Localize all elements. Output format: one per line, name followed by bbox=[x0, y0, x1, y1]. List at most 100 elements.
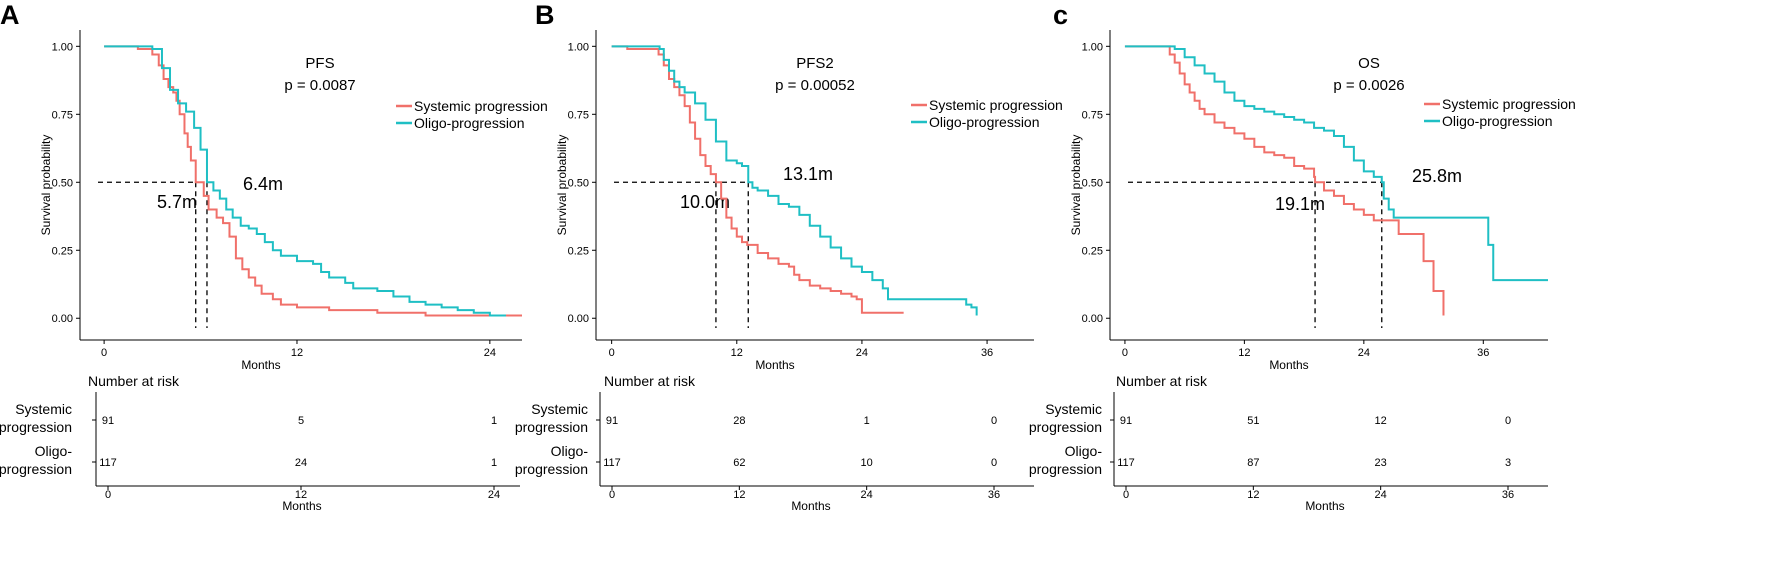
risk-count: 117 bbox=[99, 457, 117, 469]
legend-label-systemic: Systemic progression bbox=[929, 97, 1063, 113]
panel-c: c 0.00 0.25 0.50 0.75 1.00 0 12 24 36 Months Surviv… bbox=[1029, 0, 1576, 513]
risk-x-tick-label: 0 bbox=[105, 489, 111, 501]
risk-x-tick-label: 24 bbox=[861, 489, 873, 501]
risk-count: 12 bbox=[1375, 415, 1387, 427]
y-tick-label: 0.00 bbox=[1082, 313, 1103, 325]
x-tick-label: 24 bbox=[1358, 347, 1370, 359]
risk-count: 1 bbox=[491, 457, 497, 469]
legend-label-oligo: Oligo-progression bbox=[414, 115, 525, 131]
risk-row-label: Oligo- bbox=[551, 443, 589, 459]
y-axis-label: Survival probability bbox=[39, 135, 53, 236]
risk-count: 24 bbox=[295, 457, 307, 469]
risk-row-label: progression bbox=[1029, 419, 1102, 435]
y-tick-label: 1.00 bbox=[568, 41, 589, 53]
y-tick-label: 0.75 bbox=[568, 109, 589, 121]
survival-curve-systemic bbox=[1124, 45, 1445, 316]
risk-count: 117 bbox=[603, 457, 621, 469]
risk-row-label: progression bbox=[0, 461, 72, 477]
risk-count: 10 bbox=[861, 457, 873, 469]
risk-x-tick-label: 24 bbox=[488, 489, 500, 501]
y-tick-label: 0.75 bbox=[52, 109, 73, 121]
risk-count: 3 bbox=[1505, 457, 1511, 469]
y-tick-label: 0.75 bbox=[1082, 109, 1103, 121]
y-tick-label: 0.50 bbox=[1082, 177, 1103, 189]
risk-x-tick-label: 12 bbox=[733, 489, 745, 501]
risk-count: 91 bbox=[1120, 415, 1132, 427]
x-tick-label: 0 bbox=[609, 347, 615, 359]
plot-title: PFS2 bbox=[796, 55, 834, 72]
x-tick-label: 12 bbox=[731, 347, 743, 359]
y-axis-label: Survival probability bbox=[555, 135, 569, 236]
median-label-oligo: 25.8m bbox=[1412, 166, 1462, 186]
x-tick-label: 12 bbox=[1238, 347, 1250, 359]
risk-x-axis-label: Months bbox=[791, 499, 830, 513]
risk-x-tick-label: 0 bbox=[609, 489, 615, 501]
risk-count: 117 bbox=[1117, 457, 1135, 469]
risk-row-label: Systemic bbox=[531, 401, 588, 417]
x-axis-label: Months bbox=[755, 358, 794, 372]
survival-curve-oligo bbox=[104, 45, 506, 317]
risk-count: 0 bbox=[991, 415, 997, 427]
risk-count: 1 bbox=[491, 415, 497, 427]
survival-curve-oligo bbox=[1124, 45, 1548, 282]
risk-row-label: progression bbox=[515, 419, 588, 435]
risk-row-label: Systemic bbox=[15, 401, 72, 417]
y-tick-label: 0.25 bbox=[1082, 245, 1103, 257]
risk-row-label: Oligo- bbox=[35, 443, 73, 459]
legend-label-systemic: Systemic progression bbox=[1442, 96, 1576, 112]
x-tick-label: 0 bbox=[1122, 347, 1128, 359]
y-tick-label: 0.25 bbox=[568, 245, 589, 257]
risk-table-title: Number at risk bbox=[88, 373, 180, 389]
y-tick-label: 1.00 bbox=[1082, 41, 1103, 53]
panel-label: B bbox=[535, 0, 555, 30]
x-tick-label: 0 bbox=[101, 347, 107, 359]
risk-row-label: progression bbox=[1029, 461, 1102, 477]
median-label-oligo: 13.1m bbox=[783, 164, 833, 184]
y-tick-label: 0.00 bbox=[52, 313, 73, 325]
risk-count: 62 bbox=[733, 457, 745, 469]
risk-count: 91 bbox=[102, 415, 114, 427]
risk-x-tick-label: 24 bbox=[1375, 489, 1387, 501]
risk-count: 23 bbox=[1375, 457, 1387, 469]
risk-row-label: Oligo- bbox=[1065, 443, 1103, 459]
p-value: p = 0.0087 bbox=[284, 77, 355, 94]
risk-row-label: progression bbox=[0, 419, 72, 435]
risk-count: 87 bbox=[1247, 457, 1259, 469]
y-tick-label: 0.00 bbox=[568, 313, 589, 325]
panel-B: B 0.00 0.25 0.50 0.75 1.00 0 12 24 36 Months Surviv… bbox=[515, 0, 1063, 513]
plot-title: PFS bbox=[305, 55, 334, 72]
y-tick-label: 0.50 bbox=[568, 177, 589, 189]
risk-count: 91 bbox=[606, 415, 618, 427]
panel-label: c bbox=[1053, 0, 1068, 30]
x-tick-label: 12 bbox=[291, 347, 303, 359]
median-label-systemic: 10.0m bbox=[680, 192, 730, 212]
risk-row-label: Systemic bbox=[1045, 401, 1102, 417]
risk-count: 0 bbox=[1505, 415, 1511, 427]
risk-x-tick-label: 36 bbox=[1502, 489, 1514, 501]
p-value: p = 0.00052 bbox=[775, 77, 855, 94]
x-tick-label: 24 bbox=[484, 347, 496, 359]
risk-x-tick-label: 0 bbox=[1123, 489, 1129, 501]
survival-curve-systemic bbox=[104, 45, 522, 317]
x-tick-label: 24 bbox=[856, 347, 868, 359]
risk-count: 28 bbox=[733, 415, 745, 427]
x-axis-label: Months bbox=[1269, 358, 1308, 372]
survival-curve-oligo bbox=[611, 45, 978, 316]
median-label-systemic: 5.7m bbox=[157, 192, 197, 212]
risk-table-title: Number at risk bbox=[1116, 373, 1208, 389]
survival-curve-systemic bbox=[611, 45, 904, 314]
legend-label-oligo: Oligo-progression bbox=[929, 114, 1040, 130]
p-value: p = 0.0026 bbox=[1333, 77, 1404, 94]
y-tick-label: 0.50 bbox=[52, 177, 73, 189]
risk-x-tick-label: 12 bbox=[295, 489, 307, 501]
median-label-oligo: 6.4m bbox=[243, 174, 283, 194]
panel-label: A bbox=[0, 0, 20, 30]
y-axis-label: Survival probability bbox=[1069, 135, 1083, 236]
y-tick-label: 1.00 bbox=[52, 41, 73, 53]
risk-x-tick-label: 36 bbox=[988, 489, 1000, 501]
median-label-systemic: 19.1m bbox=[1275, 194, 1325, 214]
risk-count: 51 bbox=[1247, 415, 1259, 427]
panel-A: A 0.00 0.25 0.50 0.75 1.00 0 12 24 Months Survival… bbox=[0, 0, 548, 513]
risk-row-label: progression bbox=[515, 461, 588, 477]
